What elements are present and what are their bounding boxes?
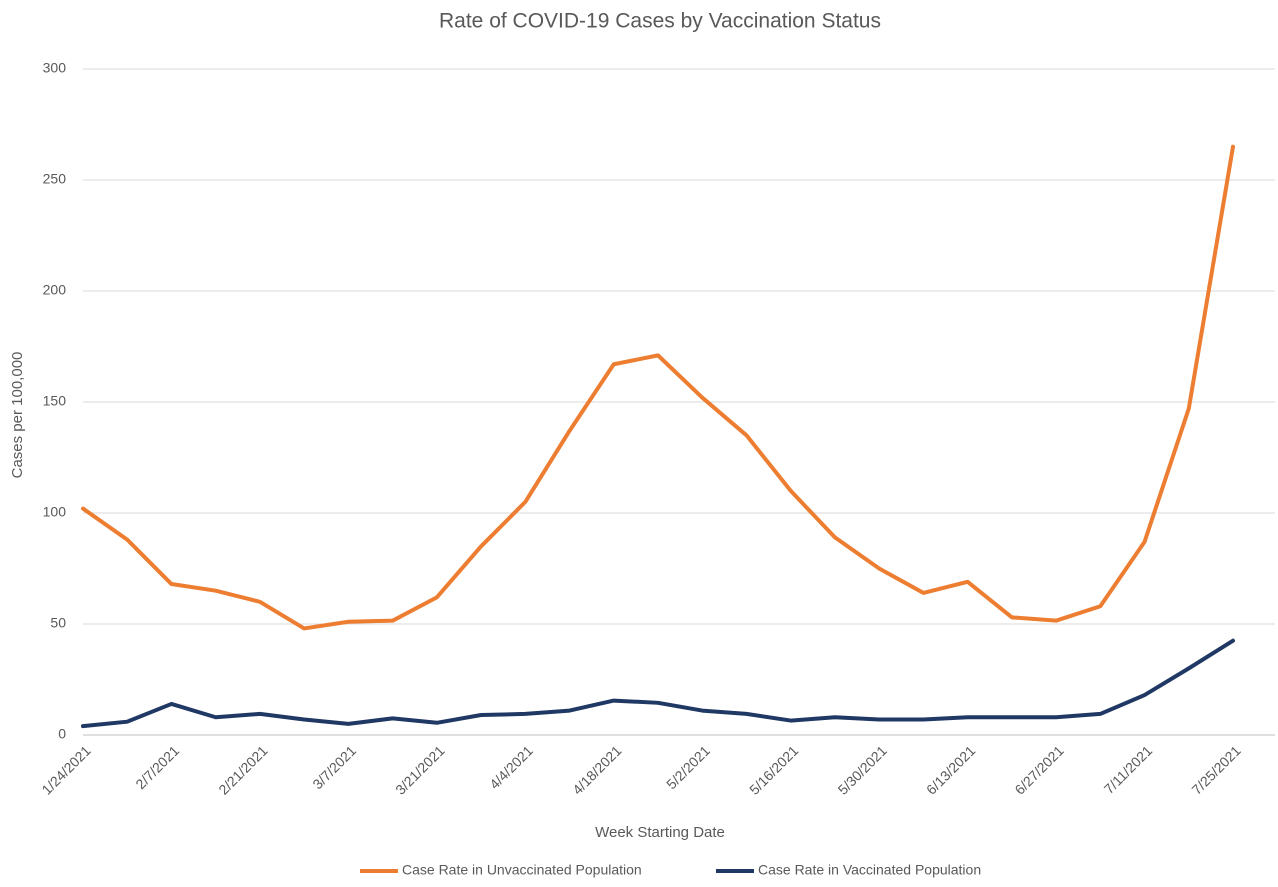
y-tick-label: 200 xyxy=(43,282,67,298)
x-tick-label: 3/7/2021 xyxy=(309,742,359,792)
x-tick-label: 1/24/2021 xyxy=(38,742,94,798)
x-tick-label: 2/21/2021 xyxy=(215,742,271,798)
legend-label: Case Rate in Unvaccinated Population xyxy=(402,862,642,878)
series-line xyxy=(81,638,1235,729)
x-tick-label: 2/7/2021 xyxy=(132,742,182,792)
y-tick-label: 300 xyxy=(43,60,67,76)
chart-title: Rate of COVID-19 Cases by Vaccination St… xyxy=(439,10,881,33)
x-axis-label: Week Starting Date xyxy=(595,824,725,841)
x-tick-label: 5/16/2021 xyxy=(746,742,802,798)
x-tick-label: 7/25/2021 xyxy=(1188,742,1244,798)
x-tick-label: 3/21/2021 xyxy=(392,742,448,798)
x-tick-label: 5/2/2021 xyxy=(663,742,713,792)
y-axis-label: Cases per 100,000 xyxy=(9,352,26,479)
y-tick-label: 250 xyxy=(43,171,67,187)
series-line xyxy=(81,144,1235,631)
x-tick-label: 4/4/2021 xyxy=(486,742,536,792)
x-tick-label: 7/11/2021 xyxy=(1101,742,1156,797)
x-tick-label: 5/30/2021 xyxy=(835,742,891,798)
y-tick-label: 0 xyxy=(58,726,66,742)
x-tick-label: 6/27/2021 xyxy=(1011,742,1067,798)
y-tick-label: 150 xyxy=(43,393,67,409)
y-tick-label: 100 xyxy=(43,504,67,520)
x-tick-label: 4/18/2021 xyxy=(569,742,625,798)
legend-label: Case Rate in Vaccinated Population xyxy=(758,862,981,878)
y-tick-label: 50 xyxy=(50,615,66,631)
x-tick-label: 6/13/2021 xyxy=(923,742,979,798)
